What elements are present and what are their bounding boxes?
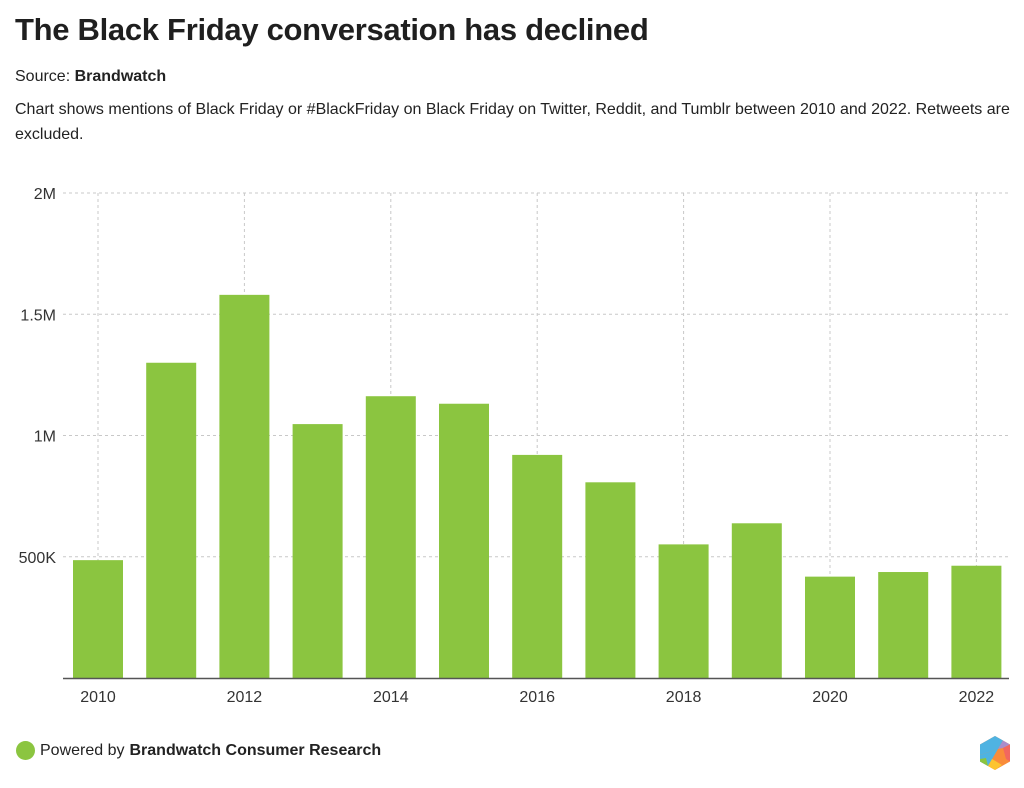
bar-2017 [585,482,636,678]
y-tick-label: 1M [34,429,56,446]
bar-2012 [219,294,270,678]
source-line: Source: Brandwatch [15,68,166,86]
bar-2020 [805,576,855,678]
bar-2018 [658,544,709,678]
green-circle-icon [16,741,35,760]
bar-2016 [512,454,563,678]
brand-name: Brandwatch Consumer Research [129,741,382,759]
bar-2010 [73,560,123,678]
x-tick-label: 2014 [373,689,409,706]
bar-2011 [146,362,197,678]
y-tick-label: 1.5M [20,307,56,324]
powered-by-label: Powered by [40,741,125,759]
bar-2015 [439,403,489,678]
x-tick-label: 2012 [227,689,263,706]
bar-2014 [365,396,416,678]
x-tick-label: 2018 [666,689,702,706]
x-tick-label: 2022 [959,689,995,706]
source-label: Source: [15,68,71,85]
source-name: Brandwatch [74,68,167,85]
x-tick-label: 2016 [519,689,555,706]
y-tick-label: 2M [34,186,56,203]
labels-layer: 500K 1M 1.5M 2M 2010 2012 2014 2016 2018 2020 2022 [19,186,995,706]
bar-2021 [878,572,929,678]
chart-title: The Black Friday conversation has declin… [15,12,649,47]
bar-2019 [731,523,782,678]
bar-2013 [292,424,343,678]
x-tick-label: 2010 [80,689,116,706]
bar-2022 [951,565,1002,678]
bar-chart: 500K 1M 1.5M 2M 2010 2012 2014 2016 2018 2020 2022 [19,186,1009,706]
brandwatch-hexagon-logo-icon [980,736,1010,770]
chart-description: Chart shows mentions of Black Friday or … [15,101,1010,143]
bars-layer [73,294,1002,678]
x-tick-label: 2020 [812,689,848,706]
y-tick-label: 500K [19,550,57,567]
footer: Powered by Brandwatch Consumer Research [16,741,381,760]
